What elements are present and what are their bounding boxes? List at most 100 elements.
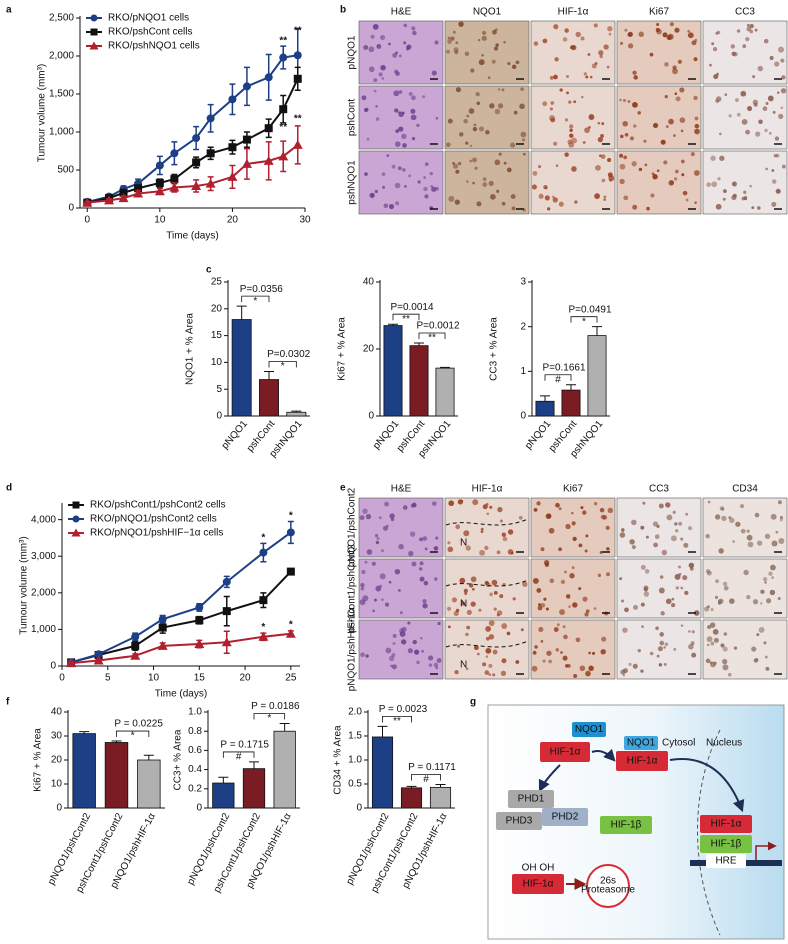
cell-nucleus: [452, 163, 459, 169]
cell-nucleus: [532, 577, 539, 584]
hydroxyl-label: OH OH: [522, 863, 555, 874]
bar: [273, 730, 296, 809]
cell-nucleus: [679, 87, 685, 93]
cell-nucleus: [463, 118, 468, 124]
cell-nucleus: [778, 113, 784, 119]
cell-nucleus: [497, 103, 504, 109]
cell-nucleus: [424, 194, 429, 199]
cell-nucleus: [727, 672, 732, 677]
cell-nucleus: [553, 141, 558, 146]
cell-nucleus: [682, 190, 688, 196]
cell-nucleus: [544, 195, 550, 201]
cell-nucleus: [606, 65, 610, 69]
point: [104, 195, 115, 205]
x-tick-label: 25: [285, 673, 297, 684]
cell-nucleus: [408, 91, 413, 96]
cell-nucleus: [549, 76, 554, 80]
cell-nucleus: [568, 605, 571, 608]
point: [154, 186, 165, 196]
cell-nucleus: [627, 31, 633, 37]
cell-nucleus: [712, 629, 719, 635]
cell-nucleus: [623, 98, 626, 102]
cell-nucleus: [608, 32, 612, 36]
cell-nucleus: [593, 23, 598, 28]
cell-nucleus: [747, 106, 753, 112]
phd1-box-label: PHD1: [518, 794, 545, 805]
cell-nucleus: [532, 650, 537, 655]
cell-nucleus: [637, 111, 641, 115]
bar: [231, 319, 252, 417]
cell-nucleus: [388, 204, 395, 210]
cell-nucleus: [602, 515, 608, 520]
cell-nucleus: [775, 530, 779, 534]
cell-nucleus: [399, 630, 406, 637]
cell-nucleus: [466, 114, 470, 118]
point: [258, 631, 269, 641]
micrograph: [358, 85, 444, 150]
cell-nucleus: [733, 646, 738, 650]
cell-nucleus: [593, 607, 597, 610]
p-value: P = 0.0225: [114, 719, 163, 730]
cell-nucleus: [720, 643, 725, 648]
cell-nucleus: [771, 169, 775, 172]
x-tick-label: 0: [59, 673, 65, 684]
error-bar: [377, 725, 388, 737]
cell-nucleus: [363, 45, 369, 50]
x-tick-label: 20: [227, 215, 239, 226]
cell-nucleus: [421, 649, 424, 653]
cell-nucleus: [710, 155, 716, 161]
point: [71, 528, 81, 537]
cell-nucleus: [711, 42, 715, 46]
y-tick-label: 10: [51, 779, 63, 790]
cell-nucleus: [469, 144, 473, 148]
cell-nucleus: [594, 193, 600, 200]
cell-nucleus: [571, 566, 575, 570]
annotation: **: [279, 122, 287, 133]
cell-nucleus: [722, 197, 726, 201]
bar: [371, 736, 394, 809]
error-bar: [540, 395, 550, 402]
point: [222, 577, 231, 586]
cell-nucleus: [668, 118, 674, 125]
cell-nucleus: [489, 505, 493, 509]
cell-nucleus: [719, 132, 722, 136]
cell-nucleus: [619, 178, 625, 185]
cell-nucleus: [464, 51, 470, 56]
cell-nucleus: [478, 59, 485, 66]
cell-nucleus: [536, 501, 541, 506]
cell-nucleus: [499, 594, 504, 599]
cell-nucleus: [407, 648, 413, 654]
cell-nucleus: [677, 59, 682, 64]
cell-nucleus: [631, 519, 637, 526]
cell-nucleus: [745, 129, 750, 135]
cell-nucleus: [715, 579, 720, 584]
cell-nucleus: [657, 646, 663, 652]
cell-nucleus: [522, 581, 528, 587]
cell-nucleus: [562, 37, 568, 42]
cell-nucleus: [476, 201, 482, 207]
cell-nucleus: [780, 58, 785, 63]
cell-nucleus: [538, 165, 542, 169]
y-axis-label: Tumour volume (mm³): [37, 64, 48, 163]
cell-nucleus: [394, 108, 399, 113]
cell-nucleus: [560, 651, 563, 654]
y-tick-label: 3,000: [31, 551, 56, 562]
nqo1-box: [624, 736, 658, 750]
cell-nucleus: [487, 76, 491, 80]
point: [82, 197, 93, 207]
panel-label: a: [6, 5, 12, 16]
p-value: P=0.0302: [267, 349, 311, 360]
cell-nucleus: [571, 511, 574, 515]
cell-nucleus: [380, 549, 384, 553]
cell-nucleus: [603, 195, 607, 199]
bracket: [241, 295, 270, 303]
cell-nucleus: [384, 602, 390, 607]
cell-nucleus: [447, 39, 452, 44]
cell-nucleus: [565, 523, 571, 530]
cell-nucleus: [507, 529, 514, 535]
cell-nucleus: [707, 500, 711, 504]
legend-label: RKO/pNQO1 cells: [108, 13, 189, 24]
bracket: [392, 313, 420, 321]
cell-nucleus: [406, 47, 410, 51]
cell-nucleus: [519, 103, 525, 110]
